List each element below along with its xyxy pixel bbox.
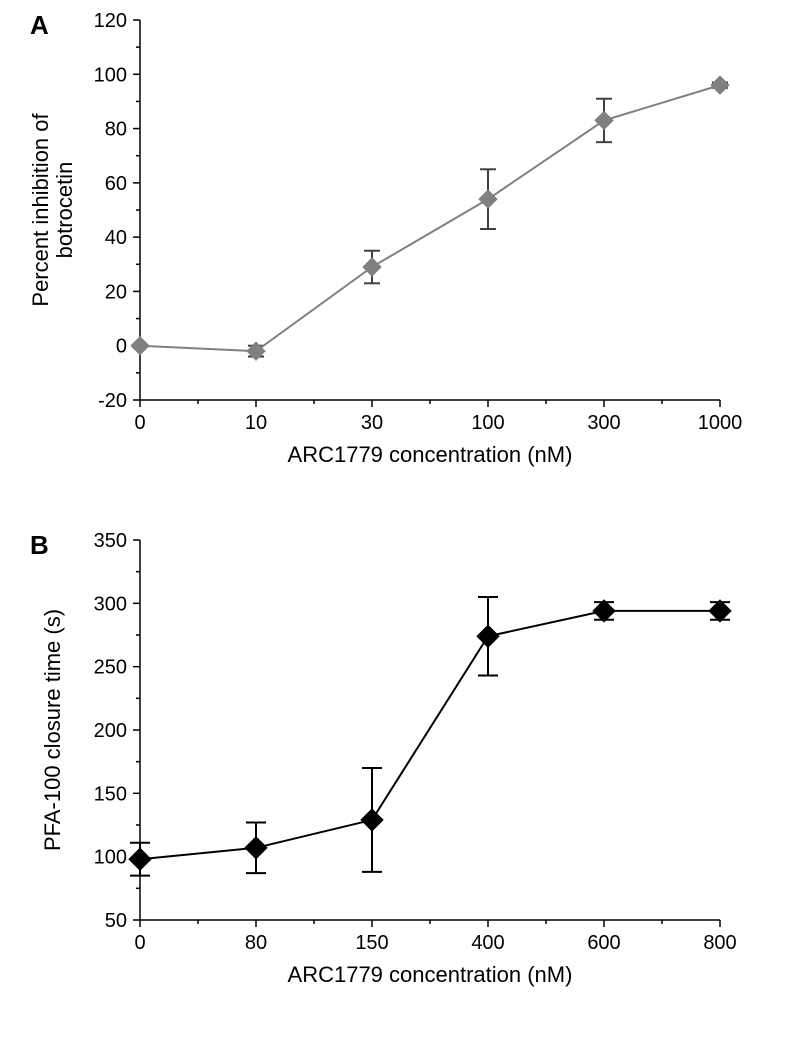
svg-text:300: 300: [587, 412, 620, 434]
svg-text:30: 30: [361, 412, 383, 434]
svg-text:0: 0: [134, 412, 145, 434]
svg-text:150: 150: [355, 932, 388, 954]
svg-text:350: 350: [94, 530, 127, 552]
panel-a-label: A: [30, 10, 49, 41]
figure: A -20020406080100120010301003001000ARC17…: [0, 0, 788, 1050]
svg-text:0: 0: [116, 336, 127, 358]
svg-text:ARC1779 concentration (nM): ARC1779 concentration (nM): [288, 442, 573, 467]
svg-text:0: 0: [134, 932, 145, 954]
svg-text:100: 100: [94, 847, 127, 869]
svg-text:Percent inhibition ofbotroceti: Percent inhibition ofbotrocetin: [28, 112, 77, 306]
svg-text:600: 600: [587, 932, 620, 954]
svg-text:100: 100: [471, 412, 504, 434]
svg-text:60: 60: [105, 173, 127, 195]
panel-a-chart: -20 0 20 40 60 80 100 120 0 10 30 100 300 1000 ARC1779…: [0, 0, 788, 510]
svg-text:80: 80: [245, 932, 267, 954]
svg-text:10: 10: [245, 412, 267, 434]
svg-text:80: 80: [105, 119, 127, 141]
svg-text:300: 300: [94, 593, 127, 615]
svg-text:50: 50: [105, 910, 127, 932]
panel-b-chart: 50 100 150 200 250 300 350 0 80 150 400 600 800 ARC17…: [0, 520, 788, 1040]
svg-text:120: 120: [94, 10, 127, 32]
svg-text:1000: 1000: [698, 412, 743, 434]
panel-b: B 50 100 150 200 250 300 350 0 80 150 400 600 800 ARC…: [0, 520, 788, 1040]
svg-text:100: 100: [94, 64, 127, 86]
svg-text:40: 40: [105, 227, 127, 249]
svg-text:800: 800: [703, 932, 736, 954]
panel-b-label: B: [30, 530, 49, 561]
svg-text:ARC1779 concentration (nM): ARC1779 concentration (nM): [288, 962, 573, 987]
svg-text:20: 20: [105, 281, 127, 303]
svg-text:400: 400: [471, 932, 504, 954]
svg-text:200: 200: [94, 720, 127, 742]
svg-text:150: 150: [94, 783, 127, 805]
svg-text:250: 250: [94, 657, 127, 679]
panel-a: A -20 0 20 40 60 80 100 120 0 10 30 100 300 1000 ARC17…: [0, 0, 788, 510]
svg-text:-20: -20: [98, 390, 127, 412]
svg-text:PFA-100 closure time (s): PFA-100 closure time (s): [40, 609, 65, 851]
